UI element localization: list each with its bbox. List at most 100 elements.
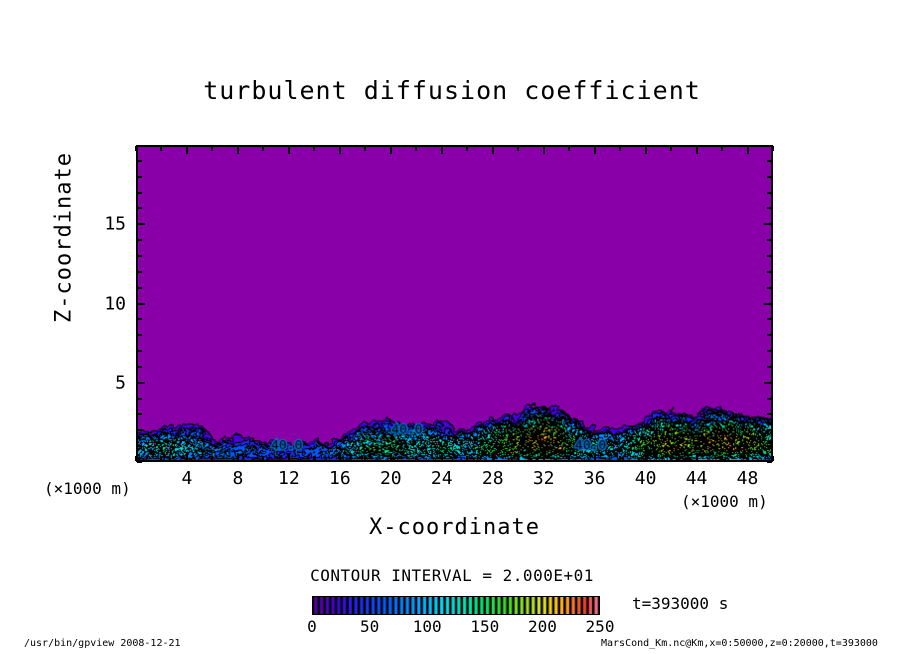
page-title: turbulent diffusion coefficient (203, 76, 701, 105)
x-tick (772, 456, 774, 461)
colorbar-tick-labels: 0 50 100 150 200 250 (307, 617, 614, 639)
y-tick (137, 192, 142, 194)
y-tick (137, 382, 145, 384)
y-tick (137, 287, 142, 289)
x-tick-top (466, 146, 468, 151)
x-tick (696, 453, 698, 461)
y-tick-right (767, 429, 772, 431)
y-tick (137, 350, 142, 352)
x-tick-top (262, 146, 264, 151)
x-tick-top (288, 146, 290, 154)
footer-dataset-info: MarsCond_Km.nc@Km,x=0:50000,z=0:20000,t=… (601, 638, 878, 649)
x-tick-top (543, 146, 545, 154)
contour-interval-label: CONTOUR INTERVAL = 2.000E+01 (310, 566, 594, 585)
colorbar-tick-label: 250 (585, 617, 615, 636)
y-tick-right (767, 287, 772, 289)
x-tick (390, 453, 392, 461)
y-tick (137, 429, 142, 431)
x-tick-label: 40 (634, 468, 657, 489)
x-tick-label: 4 (181, 468, 193, 489)
x-tick (441, 453, 443, 461)
x-tick-label: 24 (430, 468, 453, 489)
y-tick-right (767, 461, 772, 463)
colorbar-canvas (313, 597, 599, 614)
y-tick (137, 160, 142, 162)
x-tick-label: 20 (379, 468, 402, 489)
x-tick (237, 453, 239, 461)
x-tick-top (721, 146, 723, 151)
y-tick (137, 398, 142, 400)
x-tick (339, 453, 341, 461)
footer-command-info: /usr/bin/gpview 2008-12-21 (24, 638, 181, 649)
colorbar-tick-label: 150 (470, 617, 500, 636)
x-tick (645, 453, 647, 461)
x-tick-top (517, 146, 519, 151)
x-tick (747, 453, 749, 461)
y-tick (137, 303, 145, 305)
x-axis-unit-right: (×1000 m) (681, 492, 768, 511)
colorbar-tick-label: 50 (359, 617, 380, 636)
x-tick (160, 456, 162, 461)
colorbar (312, 596, 600, 615)
x-tick-label: 32 (532, 468, 555, 489)
x-tick (594, 453, 596, 461)
x-tick (543, 453, 545, 461)
y-tick-label: 15 (104, 213, 126, 235)
y-tick-right (764, 223, 772, 225)
y-axis-title: Z-coordinate (51, 152, 77, 323)
y-tick-right (767, 445, 772, 447)
x-tick (288, 453, 290, 461)
y-tick-right (767, 207, 772, 209)
y-tick (137, 207, 142, 209)
colorbar-tick-label: 0 (307, 617, 317, 636)
x-tick-top (747, 146, 749, 154)
x-tick (364, 456, 366, 461)
x-tick-top (211, 146, 213, 151)
x-tick-top (313, 146, 315, 151)
x-tick (466, 456, 468, 461)
x-axis-title: X-coordinate (369, 515, 540, 540)
y-tick (137, 176, 142, 178)
x-tick-top (160, 146, 162, 151)
y-tick (137, 271, 142, 273)
y-tick (137, 239, 142, 241)
y-tick (137, 461, 142, 463)
x-axis-unit-left: (×1000 m) (44, 479, 131, 498)
x-tick-top (594, 146, 596, 154)
x-tick-label: 36 (583, 468, 606, 489)
x-tick (313, 456, 315, 461)
x-tick (517, 456, 519, 461)
x-tick-top (339, 146, 341, 154)
x-tick-top (441, 146, 443, 154)
x-tick-top (390, 146, 392, 154)
x-tick (211, 456, 213, 461)
y-tick-right (767, 350, 772, 352)
y-tick (137, 366, 142, 368)
x-tick-top (415, 146, 417, 151)
time-annotation: t=393000 s (632, 594, 729, 613)
x-tick (492, 453, 494, 461)
y-tick-right (764, 382, 772, 384)
y-tick-right (767, 192, 772, 194)
x-tick-top (670, 146, 672, 151)
y-tick-right (767, 239, 772, 241)
contour-plot-area (136, 145, 773, 462)
y-tick-right (764, 303, 772, 305)
x-tick (619, 456, 621, 461)
x-tick (186, 453, 188, 461)
y-tick (137, 445, 142, 447)
y-tick (137, 413, 142, 415)
colorbar-tick-label: 100 (412, 617, 442, 636)
x-tick (568, 456, 570, 461)
x-tick-top (364, 146, 366, 151)
y-tick-right (767, 413, 772, 415)
y-tick-right (767, 334, 772, 336)
x-tick-label: 48 (736, 468, 759, 489)
y-tick (137, 255, 142, 257)
y-tick-right (767, 398, 772, 400)
y-tick-right (767, 160, 772, 162)
x-tick-top (186, 146, 188, 154)
x-tick-top (237, 146, 239, 154)
y-tick-right (767, 255, 772, 257)
